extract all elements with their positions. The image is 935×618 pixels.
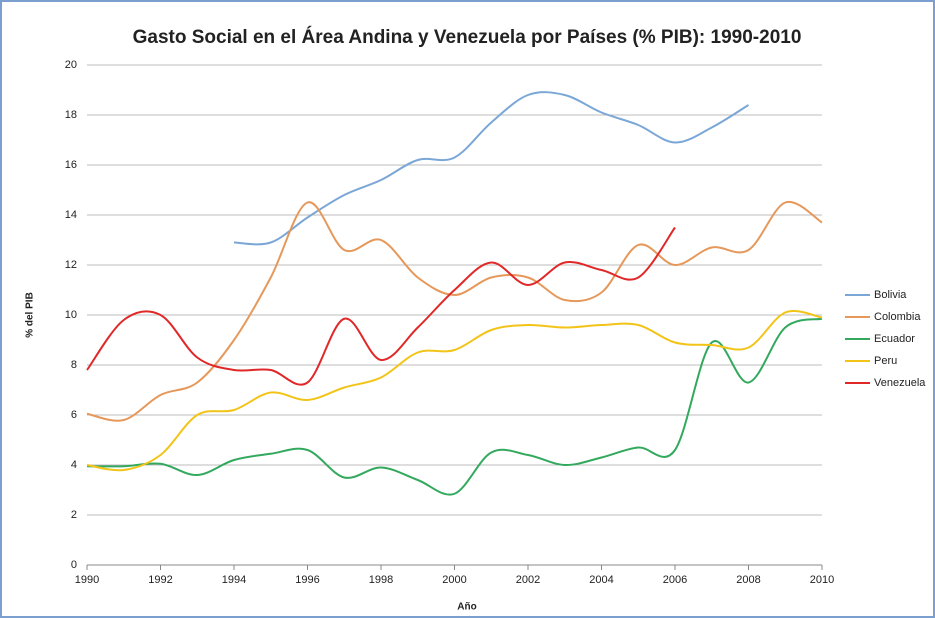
y-tick-label: 18 (65, 109, 77, 121)
y-tick-label: 8 (71, 359, 77, 371)
chart-title: Gasto Social en el Área Andina y Venezue… (133, 26, 802, 48)
x-tick-label: 2002 (516, 574, 540, 586)
legend-label: Bolivia (874, 289, 907, 301)
y-tick-label: 10 (65, 309, 77, 321)
y-axis-title: % del PIB (25, 292, 36, 338)
y-tick-label: 6 (71, 409, 77, 421)
x-tick-label: 1998 (369, 574, 393, 586)
x-tick-label: 1996 (295, 574, 319, 586)
legend-label: Ecuador (874, 333, 915, 345)
y-tick-label: 4 (71, 459, 77, 471)
y-tick-label: 14 (65, 209, 77, 221)
x-tick-label: 2008 (736, 574, 760, 586)
x-tick-label: 2010 (810, 574, 834, 586)
series-line (86, 226, 676, 386)
x-axis-title: Año (457, 602, 476, 613)
y-tick-label: 20 (65, 59, 77, 71)
x-tick-label: 1990 (75, 574, 99, 586)
series-line (86, 310, 823, 472)
legend-label: Venezuela (874, 377, 926, 389)
y-tick-label: 2 (71, 509, 77, 521)
x-tick-label: 2006 (663, 574, 687, 586)
series-line (86, 200, 823, 422)
x-tick-label: 1994 (222, 574, 246, 586)
y-tick-label: 12 (65, 259, 77, 271)
y-tick-label: 0 (71, 559, 77, 571)
legend-label: Peru (874, 355, 897, 367)
y-tick-label: 16 (65, 159, 77, 171)
legend-label: Colombia (874, 311, 921, 323)
x-tick-label: 1992 (148, 574, 172, 586)
x-tick-label: 2004 (589, 574, 613, 586)
x-tick-label: 2000 (442, 574, 466, 586)
